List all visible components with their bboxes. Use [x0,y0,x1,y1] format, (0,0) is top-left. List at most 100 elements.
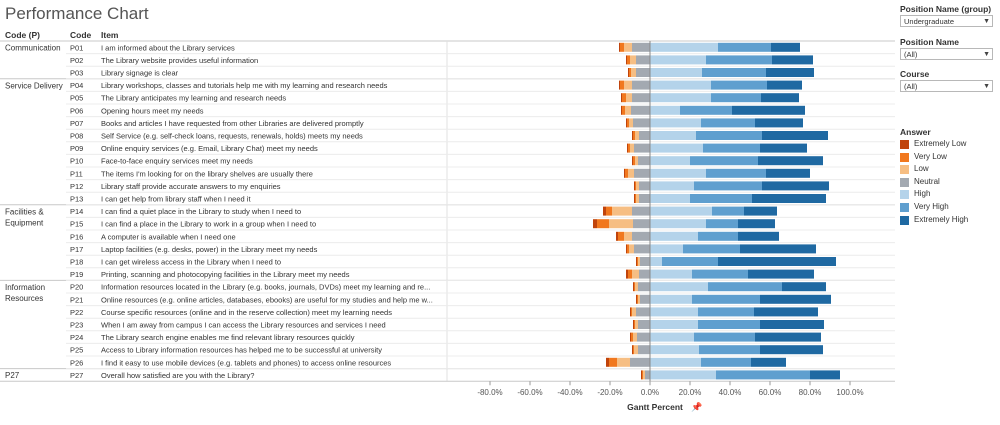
bar-segment-extremely-low[interactable] [624,168,625,178]
bar-segment-extremely-low[interactable] [632,131,633,140]
bar-segment-very-high[interactable] [662,257,718,266]
bar-segment-extremely-high[interactable] [760,345,823,355]
bar-segment-low[interactable] [626,93,632,103]
bar-segment-extremely-high[interactable] [767,80,802,90]
bar-segment-neutral[interactable] [633,219,650,229]
bar-segment-low[interactable] [635,282,638,292]
bar-segment-very-high[interactable] [711,80,767,90]
bar-segment-extremely-low[interactable] [621,105,622,115]
bar-segment-very-high[interactable] [701,118,755,128]
bar-segment-low[interactable] [635,156,638,166]
bar-segment-very-high[interactable] [698,231,738,241]
bar-segment-extremely-high[interactable] [782,282,826,292]
bar-segment-high[interactable] [650,332,694,342]
bar-segment-extremely-low[interactable] [632,156,633,166]
bar-segment-high[interactable] [650,231,698,241]
bar-segment-very-low[interactable] [620,80,624,90]
bar-segment-very-high[interactable] [701,357,751,367]
bar-segment-low[interactable] [629,244,634,254]
bar-segment-low[interactable] [638,257,640,266]
bar-segment-extremely-low[interactable] [616,231,618,241]
bar-segment-high[interactable] [650,206,712,216]
bar-segment-extremely-high[interactable] [810,370,840,380]
bar-segment-extremely-high[interactable] [718,257,836,266]
bar-segment-low[interactable] [617,357,630,367]
bar-segment-extremely-high[interactable] [760,294,831,304]
bar-segment-high[interactable] [650,307,698,317]
bar-segment-high[interactable] [650,168,706,178]
bar-segment-high[interactable] [650,156,690,166]
bar-segment-neutral[interactable] [636,55,650,65]
bar-segment-extremely-low[interactable] [633,282,634,292]
bar-segment-very-low[interactable] [620,42,624,52]
position-group-select[interactable]: Undergraduate ▼ [900,15,993,27]
bar-segment-high[interactable] [650,80,711,90]
bar-segment-low[interactable] [634,345,638,355]
bar-segment-very-high[interactable] [706,168,766,178]
bar-segment-high[interactable] [650,257,662,266]
bar-segment-extremely-high[interactable] [754,307,818,317]
bar-segment-high[interactable] [650,219,706,229]
bar-segment-neutral[interactable] [639,181,650,191]
bar-segment-extremely-low[interactable] [634,194,635,203]
bar-segment-high[interactable] [650,42,718,52]
bar-segment-high[interactable] [650,143,703,153]
bar-segment-extremely-high[interactable] [760,320,824,329]
bar-segment-low[interactable] [638,294,640,304]
bar-segment-low[interactable] [630,55,636,65]
bar-segment-low[interactable] [636,194,639,203]
bar-segment-low[interactable] [624,42,632,52]
bar-segment-extremely-high[interactable] [751,357,786,367]
bar-segment-high[interactable] [650,93,711,103]
bar-segment-very-high[interactable] [690,194,752,203]
bar-segment-high[interactable] [650,68,702,77]
bar-segment-very-low[interactable] [625,168,628,178]
bar-segment-very-low[interactable] [597,219,609,229]
bar-segment-very-low[interactable] [633,131,635,140]
bar-segment-very-high[interactable] [680,105,732,115]
bar-segment-extremely-low[interactable] [593,219,597,229]
bar-segment-low[interactable] [630,143,634,153]
bar-segment-neutral[interactable] [639,131,650,140]
bar-segment-very-high[interactable] [683,244,740,254]
bar-segment-high[interactable] [650,131,696,140]
bar-segment-very-high[interactable] [706,55,772,65]
bar-segment-extremely-high[interactable] [758,156,823,166]
bar-segment-extremely-high[interactable] [762,131,828,140]
bar-segment-extremely-low[interactable] [628,68,629,77]
bar-segment-extremely-high[interactable] [761,93,799,103]
bar-segment-very-low[interactable] [628,269,632,279]
bar-segment-very-high[interactable] [694,332,755,342]
bar-segment-extremely-low[interactable] [626,118,627,128]
bar-segment-low[interactable] [624,80,632,90]
bar-segment-extremely-high[interactable] [771,42,800,52]
bar-segment-very-high[interactable] [699,345,760,355]
bar-segment-high[interactable] [650,357,701,367]
bar-segment-extremely-low[interactable] [619,42,620,52]
bar-segment-very-high[interactable] [711,93,761,103]
bar-segment-neutral[interactable] [634,168,650,178]
bar-segment-extremely-low[interactable] [630,307,631,317]
bar-segment-high[interactable] [650,320,698,329]
bar-segment-extremely-low[interactable] [636,257,637,266]
bar-segment-extremely-low[interactable] [641,370,642,380]
bar-segment-extremely-high[interactable] [762,181,829,191]
bar-segment-very-low[interactable] [633,156,635,166]
bar-segment-extremely-high[interactable] [766,68,814,77]
bar-segment-low[interactable] [635,320,638,329]
bar-segment-very-low[interactable] [627,118,629,128]
bar-segment-neutral[interactable] [645,370,650,380]
bar-segment-extremely-high[interactable] [755,332,821,342]
bar-segment-very-low[interactable] [634,282,635,292]
bar-segment-extremely-high[interactable] [752,194,826,203]
course-select[interactable]: (All) ▼ [900,80,993,92]
bar-segment-neutral[interactable] [640,257,650,266]
bar-segment-high[interactable] [650,269,692,279]
bar-segment-very-low[interactable] [628,143,630,153]
bar-segment-extremely-high[interactable] [755,118,803,128]
bar-segment-neutral[interactable] [638,345,650,355]
bar-segment-extremely-low[interactable] [630,332,631,342]
bar-segment-low[interactable] [624,231,632,241]
bar-segment-very-low[interactable] [622,93,626,103]
bar-segment-neutral[interactable] [636,307,650,317]
